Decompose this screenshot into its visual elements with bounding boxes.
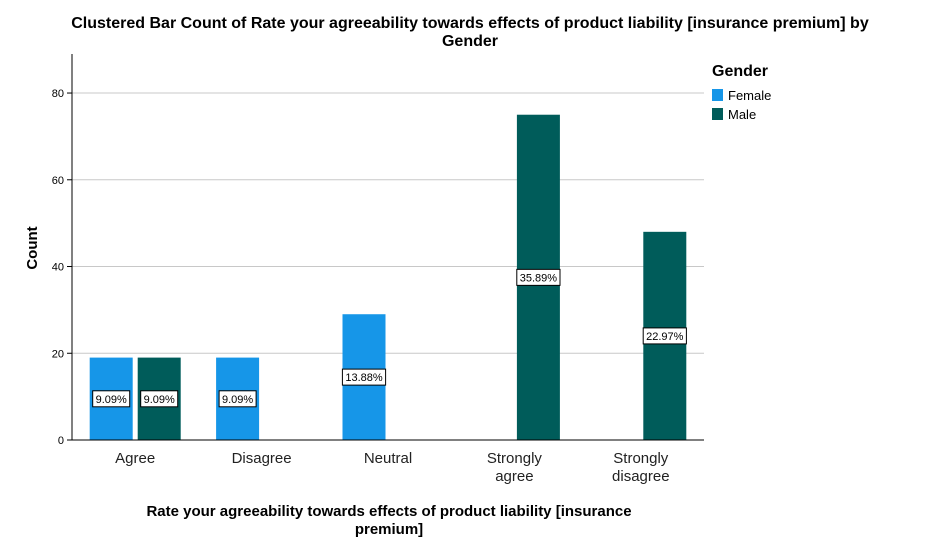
data-label: 13.88% bbox=[345, 372, 383, 384]
chart-title-line-2: Gender bbox=[442, 33, 498, 50]
data-label-box bbox=[218, 390, 257, 408]
legend-label-male: Male bbox=[728, 107, 756, 122]
legend: Gender Female Male bbox=[712, 63, 771, 122]
x-category-label: Strongly bbox=[613, 450, 669, 467]
x-category-label: Strongly bbox=[487, 450, 543, 467]
legend-swatch-female bbox=[712, 89, 723, 101]
bars bbox=[89, 114, 687, 440]
data-label-box bbox=[140, 390, 179, 408]
x-category-label: Disagree bbox=[232, 450, 292, 467]
data-labels: 9.09% 9.09% 9.09% 13.88% 35.89% 22.97% bbox=[92, 268, 687, 408]
data-label-box bbox=[642, 327, 687, 345]
x-axis-categories: Agree Disagree Neutral StronglyagreeStrongl… bbox=[115, 450, 669, 485]
x-category-label: Neutral bbox=[364, 450, 412, 467]
chart-title: Clustered Bar Count of Rate your agreeab… bbox=[71, 15, 869, 50]
x-axis-title-line-1: Rate your agreeability towards effects o… bbox=[146, 503, 631, 520]
y-tick-label: 40 bbox=[52, 262, 64, 274]
legend-swatch-male bbox=[712, 108, 723, 120]
y-axis-ticks: 0 20 40 60 80 bbox=[52, 88, 72, 447]
y-tick-label: 20 bbox=[52, 348, 64, 360]
axes bbox=[71, 54, 704, 441]
data-label: 9.09% bbox=[222, 394, 253, 406]
chart-title-line-1: Clustered Bar Count of Rate your agreeab… bbox=[71, 15, 869, 32]
data-label-box bbox=[92, 390, 131, 408]
legend-title: Gender bbox=[712, 63, 768, 80]
x-axis-title-line-2: premium] bbox=[355, 521, 423, 538]
y-tick-label: 60 bbox=[52, 175, 64, 187]
y-axis-title: Count bbox=[24, 226, 41, 269]
data-label: 9.09% bbox=[144, 394, 175, 406]
y-tick-label: 80 bbox=[52, 88, 64, 100]
x-category-label: agree bbox=[495, 468, 533, 485]
x-category-label: Agree bbox=[115, 450, 155, 467]
x-category-label: disagree bbox=[612, 468, 670, 485]
data-label-box bbox=[341, 368, 387, 386]
gridlines bbox=[72, 92, 704, 354]
data-label: 35.89% bbox=[520, 272, 558, 284]
y-tick-label: 0 bbox=[58, 435, 64, 447]
legend-label-female: Female bbox=[728, 88, 771, 103]
x-axis-title: Rate your agreeability towards effects o… bbox=[146, 503, 631, 538]
data-label: 22.97% bbox=[646, 331, 684, 343]
data-label-box bbox=[516, 268, 561, 286]
data-label: 9.09% bbox=[96, 394, 127, 406]
